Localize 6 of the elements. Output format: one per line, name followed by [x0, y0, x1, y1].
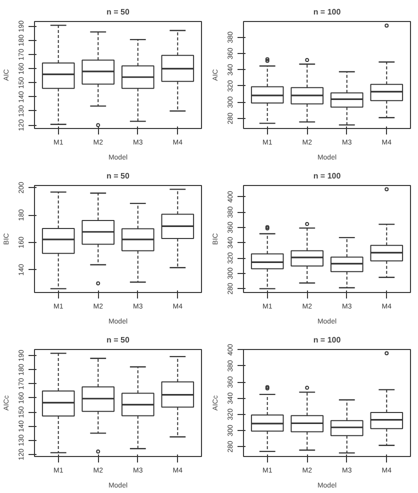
- chart-title: n = 100: [313, 172, 342, 180]
- chart-title: n = 100: [313, 336, 342, 344]
- chart-title: n = 100: [313, 8, 342, 16]
- chart-title: n = 50: [106, 336, 130, 344]
- chart-title: n = 50: [106, 8, 130, 16]
- chart-title: n = 50: [106, 172, 130, 180]
